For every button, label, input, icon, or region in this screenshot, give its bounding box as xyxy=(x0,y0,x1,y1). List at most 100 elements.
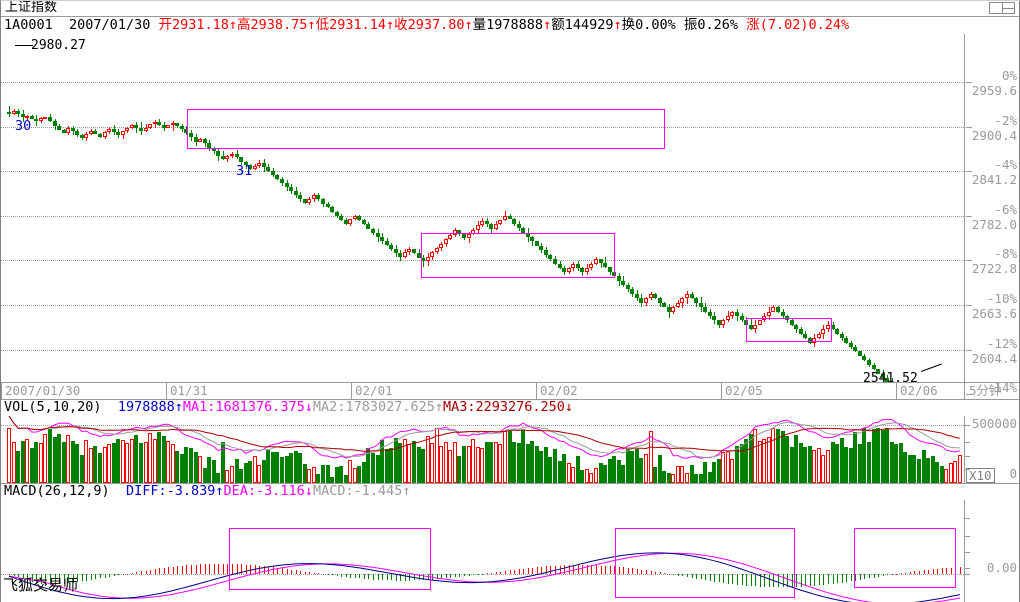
macd-histogram-bar xyxy=(582,564,584,574)
volume-bar xyxy=(516,442,521,483)
vol-ma1-label: MA1: xyxy=(182,399,216,415)
volume-bar xyxy=(416,446,421,483)
macd-histogram-bar xyxy=(482,574,484,575)
volume-indicator-pane[interactable]: VOL(5,10,20) 1978888↑MA1:1681376.375↓MA2… xyxy=(1,400,1020,484)
macd-histogram-bar xyxy=(605,565,607,574)
macd-histogram-bar xyxy=(473,574,475,576)
vol-arrow: ↑ xyxy=(174,399,183,415)
macd-histogram-bar xyxy=(650,570,652,574)
vol-indicator-name: VOL(5,10,20) xyxy=(4,399,102,415)
open-label: 开 xyxy=(158,17,172,33)
macd-indicator-name: MACD(26,12,9) xyxy=(4,483,110,499)
macd-histogram-bar xyxy=(959,567,961,574)
volume-bar xyxy=(830,442,835,483)
volume-bar xyxy=(612,455,617,483)
volume-bar xyxy=(548,457,553,483)
volume-value: 1978888 xyxy=(486,17,544,33)
volume-bar xyxy=(398,442,403,483)
macd-histogram-bar xyxy=(573,565,575,574)
macd-histogram-bar xyxy=(514,569,516,574)
macd-histogram-bar xyxy=(727,574,729,584)
vol-value: 1978888 xyxy=(117,399,175,415)
macd-histogram-bar xyxy=(445,574,447,579)
macd-histogram-bar xyxy=(181,565,183,574)
macd-histogram-bar xyxy=(896,573,898,575)
vol-ma2-value: 1783027.625 xyxy=(345,399,435,415)
macd-histogram-bar xyxy=(154,569,156,574)
macd-histogram-bar xyxy=(759,574,761,587)
volume-bar xyxy=(179,454,184,483)
price-axis-tick xyxy=(966,394,972,396)
volume-bar xyxy=(275,451,280,483)
macd-histogram-bar xyxy=(359,574,361,579)
volume-plot-area[interactable] xyxy=(1,416,965,483)
price-plot-area[interactable]: 30 31 2980.27 2541.52 xyxy=(1,34,965,382)
macd-histogram-bar xyxy=(118,574,120,576)
pane-split-icon[interactable] xyxy=(989,2,1015,14)
macd-histogram-bar xyxy=(923,570,925,574)
volume-bar xyxy=(498,444,503,483)
volume-bar xyxy=(853,431,858,483)
macd-histogram-bar xyxy=(373,574,374,580)
macd-indicator-pane[interactable]: MACD(26,12,9) DIFF:-3.839↑DEA:-3.116↓MAC… xyxy=(1,484,1020,602)
volume-bar xyxy=(430,443,435,483)
macd-plot-area[interactable] xyxy=(1,500,965,602)
volume-bar xyxy=(530,441,535,483)
volume-bar xyxy=(935,462,940,483)
date-axis-tick: 02/01 xyxy=(351,383,393,399)
macd-histogram-bar xyxy=(231,564,233,574)
volume-bar xyxy=(862,428,867,483)
macd-histogram-bar xyxy=(882,574,884,577)
macd-histogram-bar xyxy=(618,566,620,574)
volume-bar xyxy=(411,441,416,483)
macd-histogram-bar xyxy=(81,574,83,582)
volume-bar xyxy=(320,465,325,483)
macd-histogram-bar xyxy=(887,574,889,576)
date-axis-tick: 2007/01/30 xyxy=(1,383,80,399)
amount-value: 144929 xyxy=(564,17,614,33)
macd-histogram-bar xyxy=(518,569,520,574)
volume-bar xyxy=(462,445,466,483)
macd-histogram-bar xyxy=(559,565,561,574)
macd-histogram-bar xyxy=(90,574,92,580)
macd-histogram-bar xyxy=(855,574,857,581)
volume-bar xyxy=(634,448,639,483)
volume-bar xyxy=(912,454,917,483)
macd-axis-tick xyxy=(965,518,970,519)
price-chart-pane[interactable]: 30 31 2980.27 2541.52 0% 2959.6 -2% 2900.4 -4% 2… xyxy=(1,34,1020,396)
macd-histogram-bar xyxy=(837,574,839,584)
macd-histogram-bar xyxy=(545,566,547,574)
macd-histogram-bar xyxy=(300,570,302,574)
price-axis-percent-label: -8% xyxy=(994,246,1017,262)
macd-histogram-bar xyxy=(386,574,388,581)
volume-bar xyxy=(125,443,130,483)
volume-bar xyxy=(334,467,339,483)
macd-histogram-bar xyxy=(682,574,684,577)
macd-highlight-box xyxy=(229,528,431,590)
volume-bar xyxy=(102,447,107,483)
macd-histogram-bar xyxy=(705,574,707,581)
volume-bar xyxy=(471,439,476,483)
volume-bar xyxy=(957,455,962,483)
volume-bar xyxy=(689,465,694,483)
price-axis: 0% 2959.6 -2% 2900.4 -4% 2841.2 -6% 2782.0 -8% 27… xyxy=(965,34,1020,396)
volume-bar xyxy=(457,455,462,483)
macd-histogram-bar xyxy=(350,574,352,578)
macd-histogram-bar xyxy=(655,571,657,574)
volume-bar xyxy=(298,453,303,483)
volume-bar xyxy=(571,467,576,483)
macd-histogram-bar xyxy=(646,570,647,574)
volume-bar xyxy=(780,430,785,483)
macd-histogram-bar xyxy=(818,574,820,586)
day-marker-label: 30 xyxy=(15,118,32,134)
macd-histogram-bar xyxy=(218,563,220,574)
volume-bar xyxy=(894,443,899,483)
macd-histogram-bar xyxy=(614,566,616,574)
volume-bar xyxy=(452,442,457,483)
period-high-leader xyxy=(15,45,33,46)
macd-histogram-bar xyxy=(309,572,311,574)
volume-bar xyxy=(270,451,275,483)
volume-scale-badge[interactable]: X10 xyxy=(966,468,995,483)
macd-axis-tick xyxy=(965,568,970,569)
volume-bar xyxy=(289,452,294,483)
